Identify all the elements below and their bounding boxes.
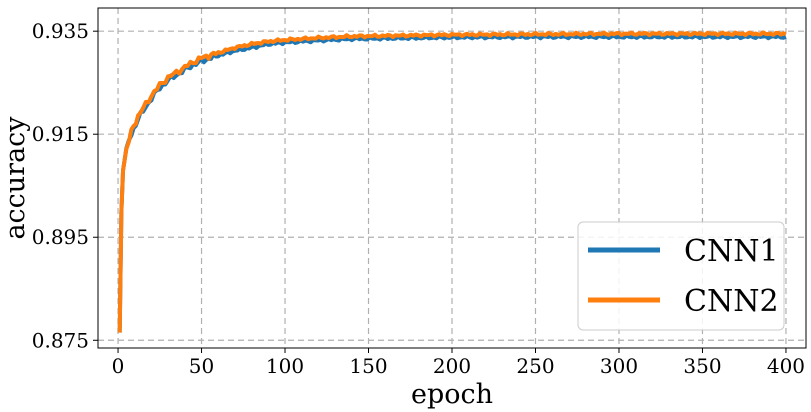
- series-line-cnn1: [117, 33, 787, 333]
- x-tick-label: 150: [349, 354, 387, 378]
- x-axis-ticks: 0 50 100 150 200 250 300 350 400: [112, 348, 805, 378]
- y-axis-ticks: 0.875 0.895 0.915 0.935: [32, 19, 98, 352]
- x-tick-label: 300: [600, 354, 638, 378]
- x-axis-label: epoch: [411, 379, 493, 410]
- x-tick-label: 0: [112, 354, 125, 378]
- x-tick-label: 400: [767, 354, 805, 378]
- y-tick-label: 0.875: [32, 328, 89, 352]
- x-tick-label: 200: [433, 354, 471, 378]
- x-tick-label: 50: [189, 354, 214, 378]
- y-tick-label: 0.935: [32, 19, 89, 43]
- legend: CNN1 CNN2: [577, 221, 785, 331]
- legend-label: CNN1: [684, 234, 779, 269]
- x-tick-label: 100: [266, 354, 304, 378]
- x-tick-label: 250: [516, 354, 554, 378]
- y-tick-label: 0.895: [32, 225, 89, 249]
- x-tick-label: 350: [683, 354, 721, 378]
- y-tick-label: 0.915: [32, 122, 89, 146]
- series-line-cnn2: [117, 30, 787, 333]
- series-lines: [117, 30, 787, 333]
- y-axis-label: accuracy: [0, 116, 31, 240]
- legend-label: CNN2: [684, 284, 779, 319]
